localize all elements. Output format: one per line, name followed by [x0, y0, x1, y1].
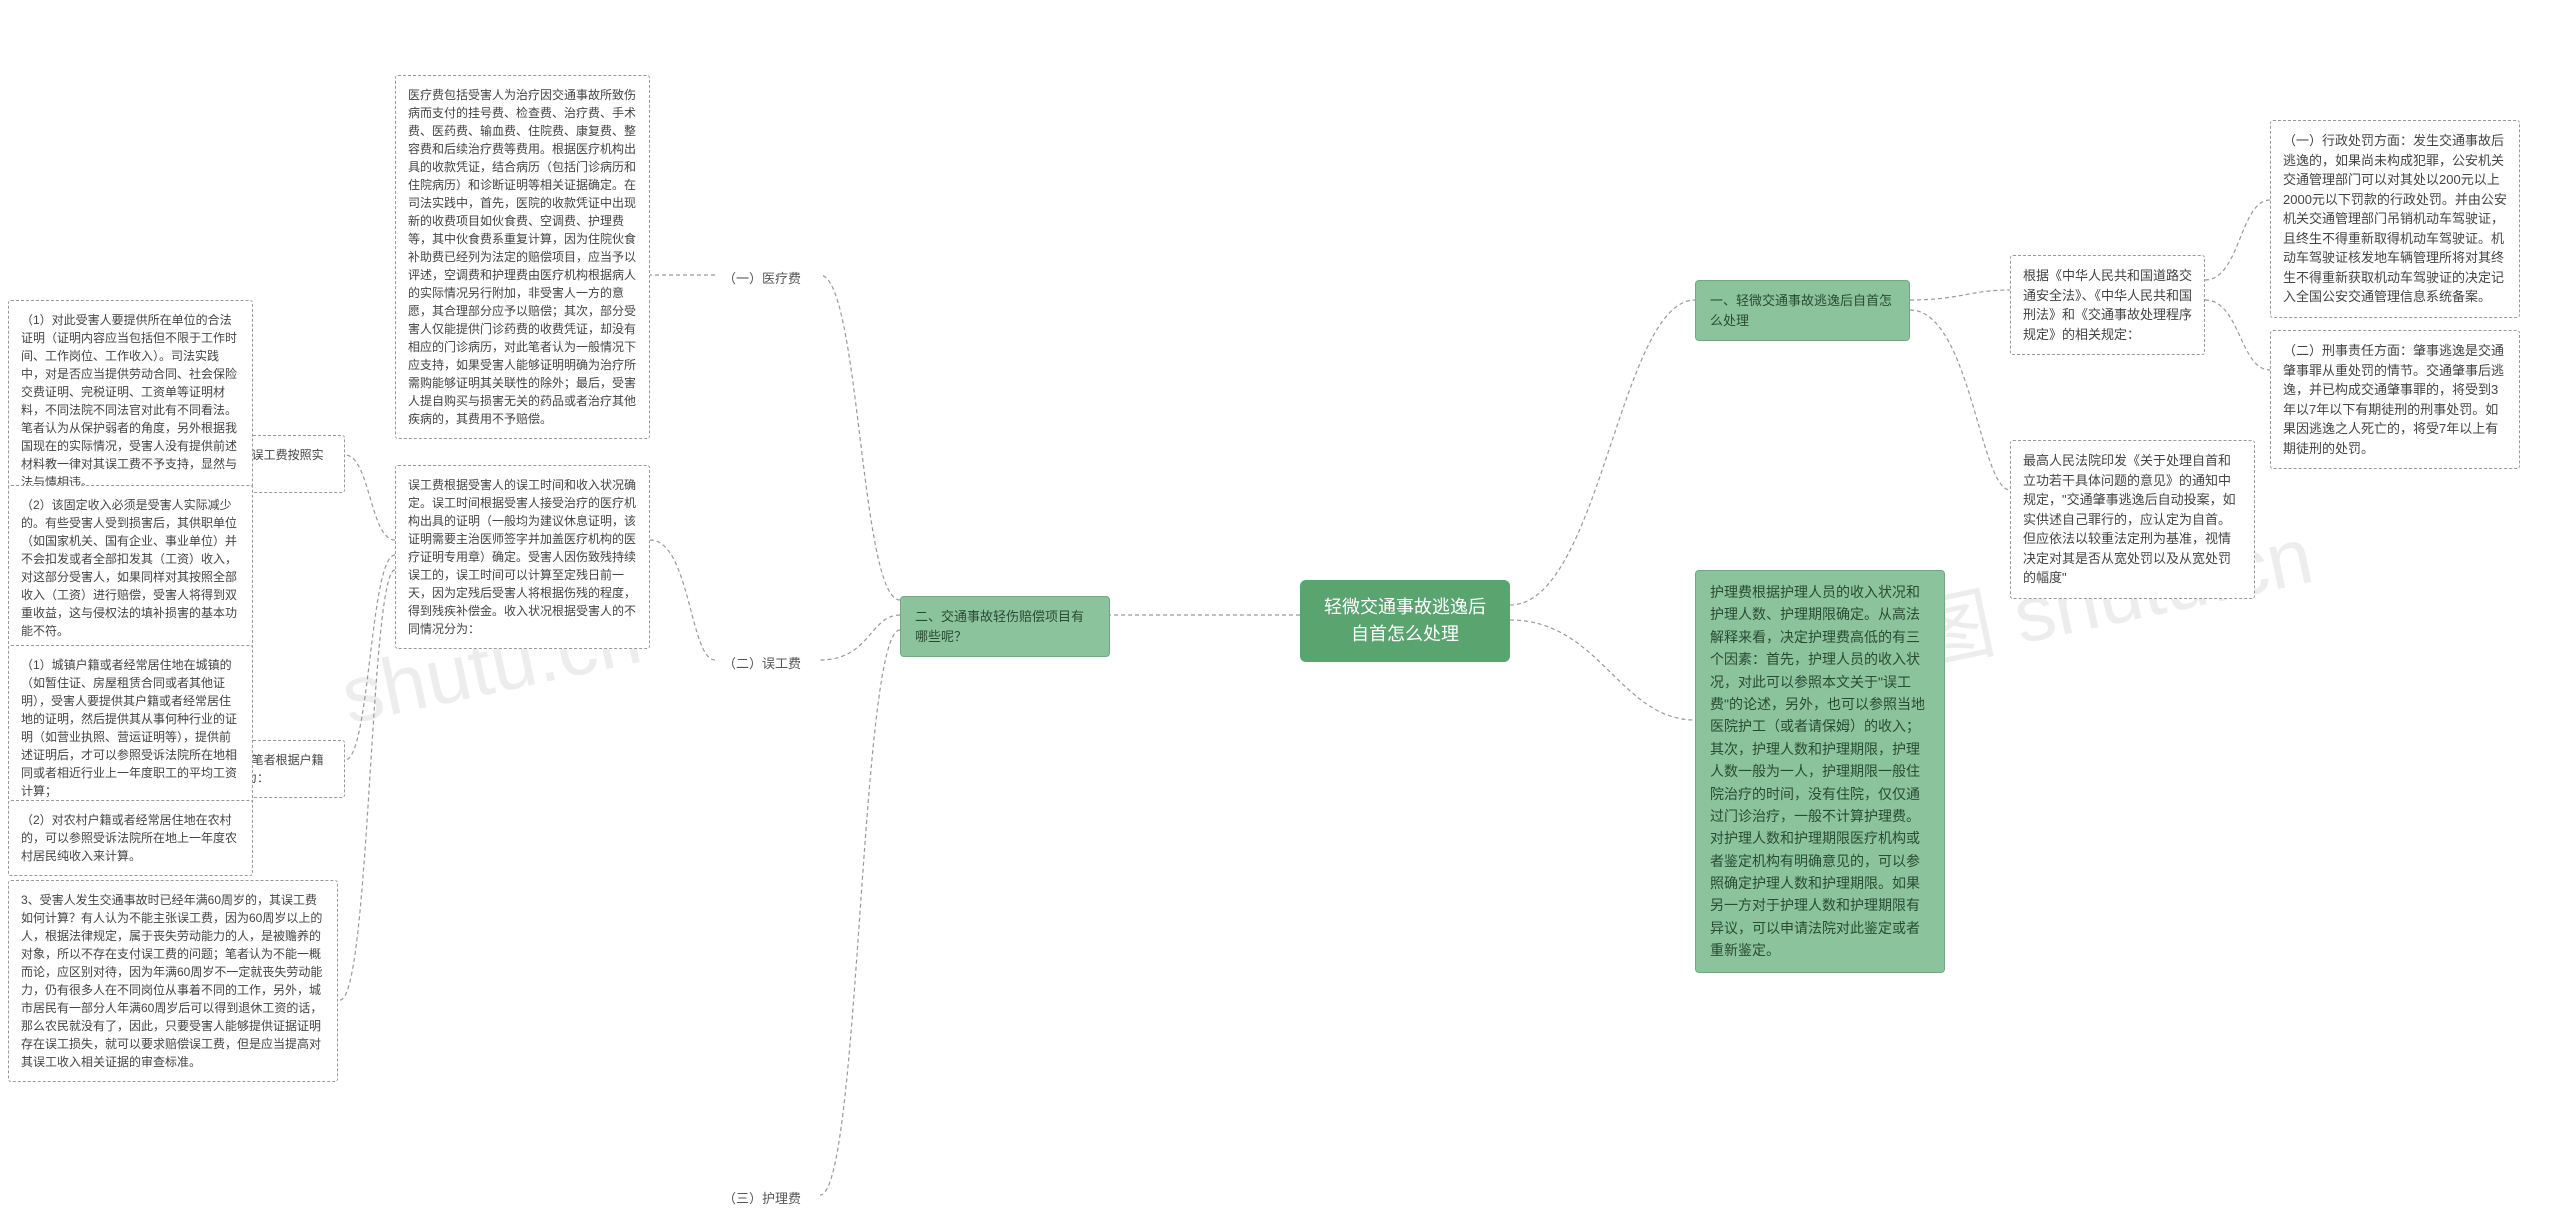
sub1-detail: 医疗费包括受害人为治疗因交通事故所致伤病而支付的挂号费、检查费、治疗费、手术费、… — [395, 75, 650, 439]
nursing-fee-block: 护理费根据护理人员的收入状况和护理人数、护理期限确定。从高法解释来看，决定护理费… — [1695, 570, 1945, 973]
item2-criminal: （二）刑事责任方面：肇事逃逸是交通肇事罪从重处罚的情节。交通肇事后逃逸，并已构成… — [2270, 330, 2520, 469]
court-opinion: 最高人民法院印发《关于处理自首和立功若干具体问题的意见》的通知中规定，"交通肇事… — [2010, 440, 2255, 599]
sub3-label: （三）护理费 — [715, 1185, 809, 1213]
root-title: 轻微交通事故逃逸后自首怎么处理 — [1324, 597, 1486, 644]
item1-admin: （一）行政处罚方面：发生交通事故后逃逸的，如果尚未构成犯罪，公安机关交通管理部门… — [2270, 120, 2520, 318]
connector-lines — [0, 0, 2560, 1231]
root-node: 轻微交通事故逃逸后自首怎么处理 — [1300, 580, 1510, 662]
section1-title: 一、轻微交通事故逃逸后自首怎么处理 — [1695, 280, 1910, 341]
case3: 3、受害人发生交通事故时已经年满60周岁的，其误工费如何计算？有人认为不能主张误… — [8, 880, 338, 1082]
case2-d1: （1）城镇户籍或者经常居住地在城镇的（如暂住证、房屋租赁合同或者其他证明），受害… — [8, 645, 253, 811]
section2-title: 二、交通事故轻伤赔偿项目有哪些呢？ — [900, 596, 1110, 657]
sub1-label: （一）医疗费 — [715, 265, 809, 293]
law-basis: 根据《中华人民共和国道路交通安全法》、《中华人民共和国刑法》和《交通事故处理程序… — [2010, 255, 2205, 355]
sub2-detail: 误工费根据受害人的误工时间和收入状况确定。误工时间根据受害人接受治疗的医疗机构出… — [395, 465, 650, 649]
case2-d2: （2）对农村户籍或者经常居住地在农村的，可以参照受诉法院所在地上一年度农村居民纯… — [8, 800, 253, 876]
sub2-label: （二）误工费 — [715, 650, 809, 678]
case1-d2: （2）该固定收入必须是受害人实际减少的。有些受害人受到损害后，其供职单位（如国家… — [8, 485, 253, 651]
case1-d1: （1）对此受害人要提供所在单位的合法证明（证明内容应当包括但不限于工作时间、工作… — [8, 300, 253, 502]
